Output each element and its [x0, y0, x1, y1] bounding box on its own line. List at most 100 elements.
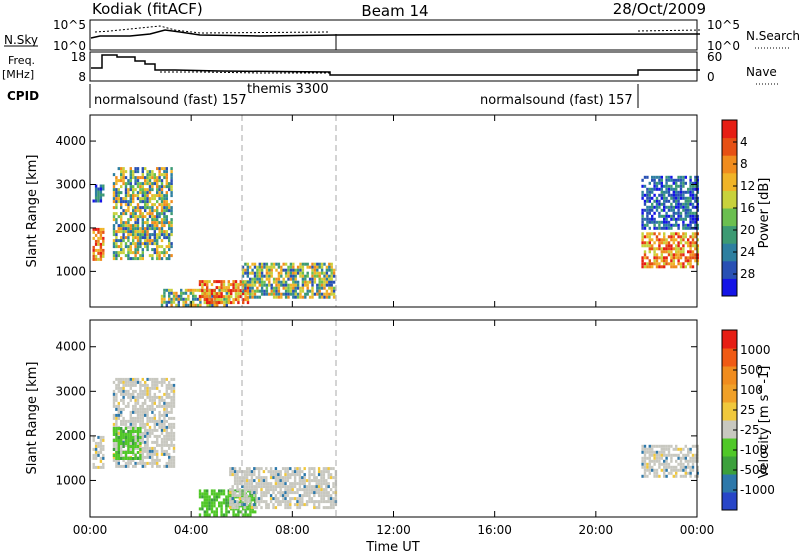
- power-panel-frame: [89, 114, 698, 308]
- power-cell: [670, 226, 673, 230]
- power-cell: [244, 286, 247, 290]
- power-cell: [672, 205, 675, 209]
- velocity-cell: [274, 476, 278, 480]
- velocity-cell: [694, 474, 697, 478]
- velocity-cell: [141, 410, 144, 414]
- velocity-cell: [127, 458, 130, 462]
- power-cell: [146, 191, 149, 195]
- velocity-cell: [658, 465, 661, 469]
- power-cell: [211, 303, 214, 307]
- velocity-cell: [172, 437, 176, 441]
- velocity-cell: [168, 425, 171, 429]
- velocity-cell: [229, 488, 232, 492]
- vel-cbar-tick-label: -1000: [740, 483, 775, 497]
- power-cell: [282, 262, 285, 266]
- velocity-cell: [325, 470, 328, 474]
- power-cell: [163, 236, 166, 240]
- velocity-cell: [144, 398, 147, 402]
- velocity-cell: [148, 434, 152, 438]
- power-cell: [151, 224, 154, 228]
- velocity-cell: [684, 468, 687, 472]
- power-cell: [655, 184, 659, 188]
- power-cell: [146, 242, 149, 246]
- velocity-cell: [92, 465, 95, 469]
- power-cell: [648, 199, 651, 203]
- power-y-tick-label: 1000: [55, 264, 86, 278]
- power-cell: [653, 247, 656, 251]
- power-cell: [665, 238, 668, 242]
- velocity-cell: [667, 462, 671, 466]
- velocity-cell: [148, 377, 152, 381]
- power-cell: [289, 274, 293, 278]
- velocity-cell: [122, 451, 125, 454]
- velocity-cell: [646, 474, 649, 478]
- power-cell: [170, 254, 173, 258]
- velocity-cell: [218, 495, 221, 499]
- velocity-cell: [160, 380, 164, 384]
- velocity-cell: [168, 446, 171, 450]
- velocity-cell: [144, 422, 147, 426]
- velocity-cell: [289, 482, 292, 486]
- velocity-cell: [675, 447, 678, 451]
- power-cell: [330, 265, 333, 269]
- velocity-cell: [646, 462, 649, 466]
- power-cell: [677, 205, 680, 209]
- velocity-cell: [210, 510, 214, 514]
- power-cell: [318, 292, 321, 296]
- velocity-cell: [99, 456, 103, 460]
- velocity-cell: [127, 389, 130, 393]
- power-cell: [136, 191, 140, 195]
- power-cell: [156, 218, 159, 222]
- velocity-cell: [648, 465, 651, 469]
- velocity-cell: [229, 473, 232, 477]
- power-cell: [308, 265, 312, 269]
- velocity-cell: [124, 436, 128, 439]
- power-cell: [332, 268, 336, 272]
- power-cell: [187, 294, 190, 298]
- power-cell: [151, 239, 154, 243]
- velocity-cell: [132, 383, 135, 387]
- velocity-cell: [663, 462, 666, 466]
- power-cell: [144, 245, 147, 249]
- power-cell: [311, 292, 314, 296]
- power-cell: [215, 286, 218, 290]
- power-cell: [287, 286, 290, 290]
- power-cell: [127, 230, 130, 234]
- velocity-cell: [260, 494, 263, 498]
- velocity-cell: [136, 398, 140, 402]
- x-tick-label: 00:00: [73, 523, 108, 537]
- velocity-cell: [689, 459, 692, 463]
- velocity-cell: [172, 455, 176, 459]
- velocity-cell: [115, 427, 118, 430]
- power-cell: [687, 250, 690, 254]
- power-cell: [160, 206, 164, 210]
- velocity-cell: [257, 500, 261, 504]
- velocity-cell: [172, 401, 176, 405]
- velocity-cell: [134, 445, 137, 448]
- velocity-cell: [249, 507, 252, 511]
- velocity-cell: [265, 485, 268, 489]
- power-cell: [658, 199, 661, 203]
- power-cell: [120, 224, 123, 228]
- power-cell: [184, 303, 188, 307]
- power-cell: [655, 181, 659, 185]
- power-cell: [301, 295, 305, 299]
- power-cell: [120, 206, 123, 210]
- velocity-cell: [117, 416, 120, 420]
- velocity-cell: [320, 470, 323, 474]
- power-cell: [280, 265, 283, 269]
- power-cell: [156, 254, 159, 258]
- velocity-cell: [670, 459, 673, 463]
- velocity-cell: [229, 470, 232, 474]
- velocity-cell: [120, 413, 123, 417]
- power-cell: [165, 251, 168, 255]
- station-title: Kodiak (fitACF): [92, 0, 203, 18]
- velocity-cell: [117, 383, 120, 387]
- velocity-cell: [132, 416, 135, 420]
- power-cell: [120, 221, 123, 225]
- velocity-cell: [289, 500, 292, 504]
- power-cell: [160, 212, 164, 216]
- velocity-cell: [265, 506, 268, 510]
- velocity-cell: [233, 467, 237, 471]
- velocity-cell: [163, 452, 166, 456]
